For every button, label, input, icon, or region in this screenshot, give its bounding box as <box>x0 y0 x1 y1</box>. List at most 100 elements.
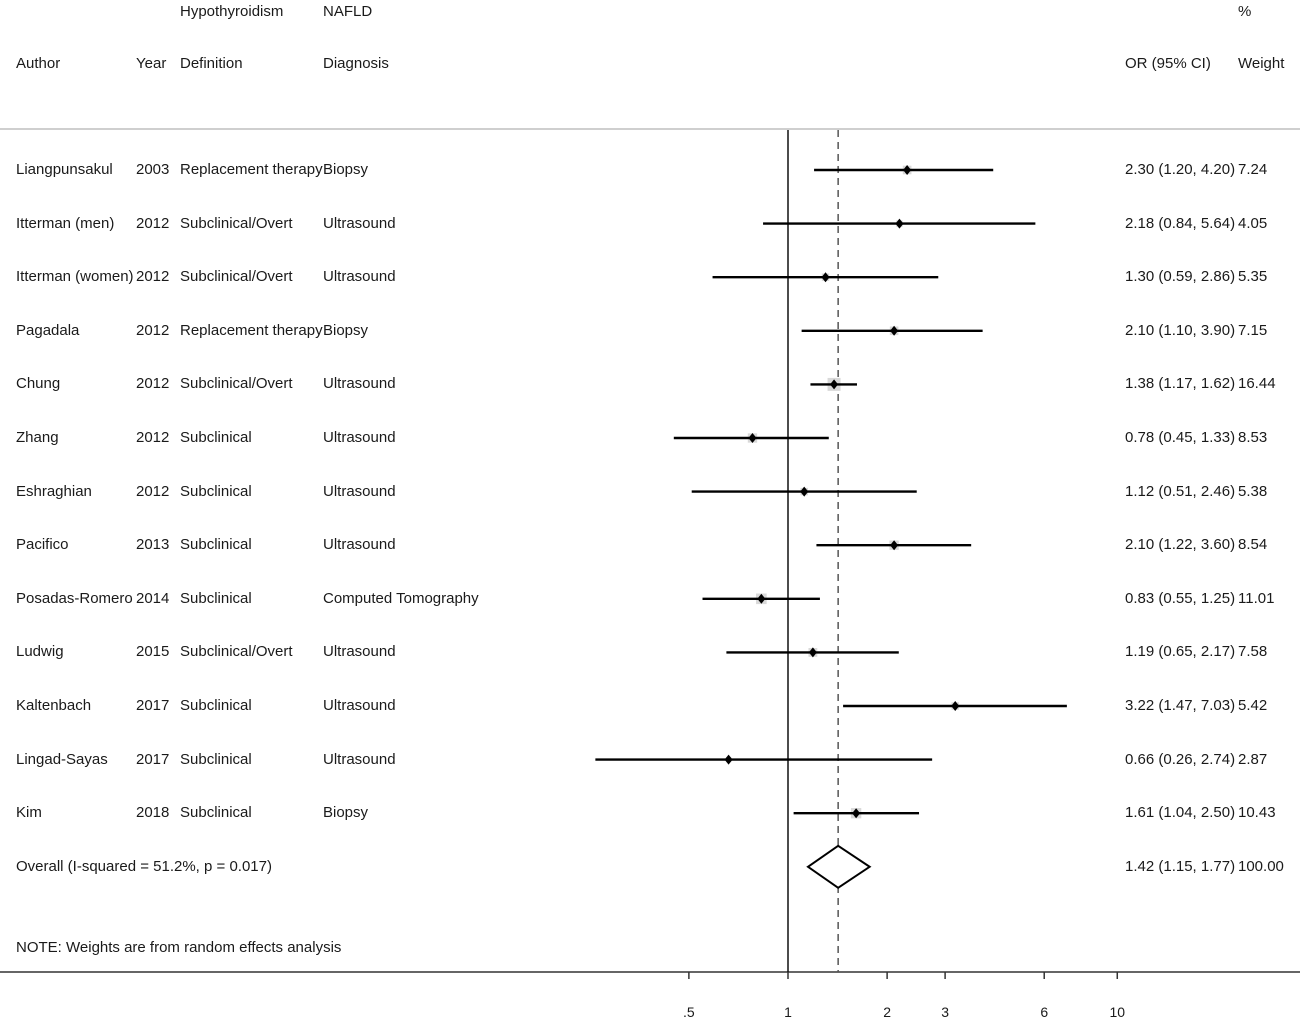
point-estimate <box>724 754 733 765</box>
study-or-ci: 2.18 (0.84, 5.64) <box>1125 214 1236 232</box>
study-or-ci: 1.19 (0.65, 2.17) <box>1125 643 1236 661</box>
study-diagnosis: Biopsy <box>323 321 369 339</box>
study-author: Lingad-Sayas <box>16 750 108 768</box>
study-definition: Subclinical <box>180 750 252 768</box>
study-definition: Subclinical/Overt <box>180 643 293 661</box>
study-author: Chung <box>16 375 61 393</box>
study-year: 2012 <box>136 321 170 339</box>
point-estimate <box>890 325 899 336</box>
study-weight: 5.38 <box>1238 482 1268 500</box>
point-estimate <box>821 272 830 283</box>
overall-diamond <box>806 844 872 890</box>
study-diagnosis: Ultrasound <box>323 375 396 393</box>
study-definition: Subclinical <box>180 482 252 500</box>
study-year: 2003 <box>136 161 170 178</box>
study-weight: 2.87 <box>1238 750 1268 768</box>
study-diagnosis: Ultrasound <box>323 643 396 661</box>
study-definition: Subclinical <box>180 697 252 714</box>
study-weight: 7.15 <box>1238 321 1268 339</box>
point-estimate <box>800 486 809 497</box>
study-author: Pacifico <box>16 536 69 554</box>
study-author: Itterman (women) <box>16 268 134 286</box>
study-year: 2014 <box>136 589 170 607</box>
study-weight: 11.01 <box>1238 589 1275 607</box>
study-diagnosis: Ultrasound <box>323 750 396 768</box>
x-tick-label: 3 <box>941 1004 949 1020</box>
study-definition: Replacement therapy <box>180 161 323 178</box>
study-definition: Subclinical/Overt <box>180 214 293 232</box>
study-or-ci: 2.30 (1.20, 4.20) <box>1125 161 1236 178</box>
header-definition: Definition <box>180 55 243 72</box>
study-or-ci: 1.30 (0.59, 2.86) <box>1125 268 1236 286</box>
study-or-ci: 2.10 (1.22, 3.60) <box>1125 536 1236 554</box>
x-tick-label: 6 <box>1040 1004 1048 1020</box>
study-author: Eshraghian <box>16 482 92 500</box>
study-year: 2018 <box>136 804 170 822</box>
study-or-ci: 1.12 (0.51, 2.46) <box>1125 482 1236 500</box>
study-year: 2013 <box>136 536 170 554</box>
study-or-ci: 3.22 (1.47, 7.03) <box>1125 697 1236 714</box>
study-or-ci: 0.83 (0.55, 1.25) <box>1125 589 1236 607</box>
study-diagnosis: Ultrasound <box>323 482 396 500</box>
point-estimate <box>852 808 861 819</box>
study-weight: 16.44 <box>1238 375 1276 393</box>
study-definition: Subclinical/Overt <box>180 375 293 393</box>
point-estimate <box>830 379 839 390</box>
study-year: 2012 <box>136 268 170 286</box>
header-definition-top: Hypothyroidism <box>180 3 284 20</box>
study-author: Itterman (men) <box>16 214 115 232</box>
study-year: 2017 <box>136 750 170 768</box>
study-author: Ludwig <box>16 643 64 661</box>
x-tick-label: 1 <box>784 1004 792 1020</box>
point-estimate <box>951 701 960 711</box>
study-author: Pagadala <box>16 321 80 339</box>
overall-label: Overall (I-squared = 51.2%, p = 0.017) <box>16 857 272 875</box>
study-definition: Subclinical <box>180 804 252 822</box>
x-tick-label: 2 <box>883 1004 891 1020</box>
overall-weight: 100.00 <box>1238 857 1284 875</box>
point-estimate <box>757 593 766 604</box>
header-diagnosis: Diagnosis <box>323 55 389 72</box>
study-definition: Subclinical <box>180 429 252 446</box>
study-or-ci: 0.78 (0.45, 1.33) <box>1125 429 1236 446</box>
header-weight: Weight <box>1238 55 1285 72</box>
study-weight: 8.53 <box>1238 429 1268 446</box>
point-estimate <box>890 540 899 551</box>
study-weight: 8.54 <box>1238 536 1268 554</box>
study-diagnosis: Biopsy <box>323 161 369 178</box>
study-or-ci: 1.38 (1.17, 1.62) <box>1125 375 1236 393</box>
study-diagnosis: Biopsy <box>323 804 369 822</box>
header-year: Year <box>136 55 167 72</box>
header-author: Author <box>16 55 61 72</box>
study-definition: Subclinical/Overt <box>180 268 293 286</box>
point-estimate <box>808 647 817 658</box>
point-estimate <box>748 433 757 443</box>
study-year: 2012 <box>136 375 170 393</box>
study-diagnosis: Ultrasound <box>323 697 396 714</box>
point-estimate <box>895 218 904 229</box>
study-or-ci: 1.61 (1.04, 2.50) <box>1125 804 1236 822</box>
study-diagnosis: Ultrasound <box>323 268 396 286</box>
header-or-ci: OR (95% CI) <box>1125 55 1211 72</box>
study-author: Posadas-Romero <box>16 589 133 607</box>
study-author: Kaltenbach <box>16 697 92 714</box>
study-year: 2012 <box>136 214 170 232</box>
study-weight: 4.05 <box>1238 214 1268 232</box>
study-diagnosis: Ultrasound <box>323 536 396 554</box>
note-text: NOTE: Weights are from random effects an… <box>16 939 342 956</box>
study-year: 2012 <box>136 482 170 500</box>
study-definition: Subclinical <box>180 589 252 607</box>
study-weight: 7.24 <box>1238 161 1268 178</box>
study-year: 2015 <box>136 643 170 661</box>
study-year: 2012 <box>136 429 170 446</box>
study-or-ci: 2.10 (1.10, 3.90) <box>1125 321 1236 339</box>
study-author: Liangpunsakul <box>16 161 113 178</box>
study-year: 2017 <box>136 697 170 714</box>
x-tick-label: 10 <box>1109 1004 1125 1020</box>
study-weight: 10.43 <box>1238 804 1276 822</box>
header-weight-top: % <box>1238 3 1252 20</box>
point-estimate <box>903 165 912 175</box>
study-diagnosis: Computed Tomography <box>323 589 479 607</box>
header-diagnosis-top: NAFLD <box>323 3 373 20</box>
